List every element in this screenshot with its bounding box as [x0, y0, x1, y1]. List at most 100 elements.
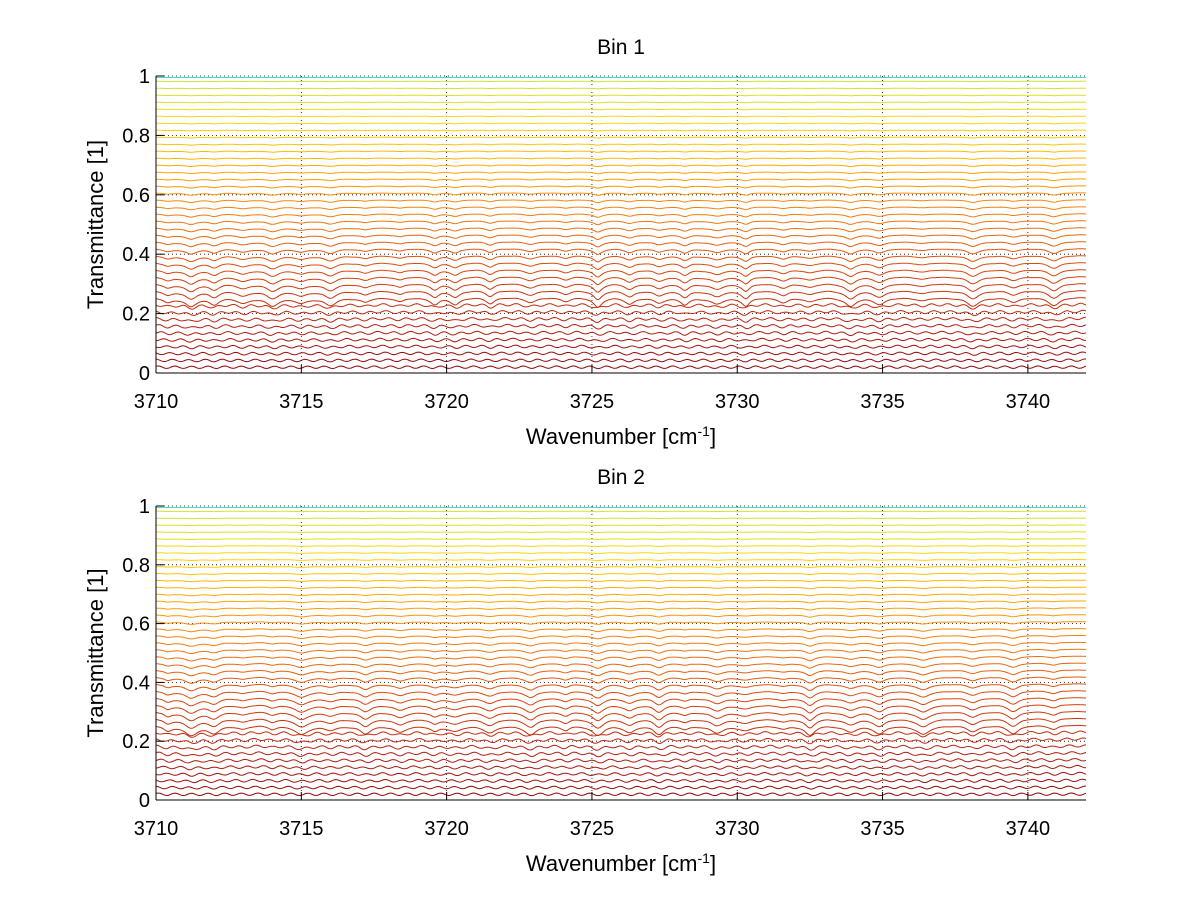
spectrum-line [156, 614, 1086, 618]
axes-background [156, 506, 1086, 800]
spectrum-line [156, 101, 1086, 104]
spectrum-line [156, 164, 1086, 168]
series-group [156, 77, 1086, 370]
spectrum-line [156, 302, 1086, 310]
spectrum-line [156, 150, 1086, 153]
spectrum-line [156, 676, 1086, 684]
spectrum-line [156, 344, 1086, 350]
spectrum-line [156, 136, 1086, 139]
spectrum-line [156, 628, 1086, 633]
spectrum-line [156, 234, 1086, 240]
y-tick-label: 0.8 [122, 125, 150, 147]
spectrum-line [156, 572, 1086, 576]
x-tick-label: 3740 [1006, 391, 1051, 413]
spectrum-line [156, 316, 1086, 324]
spectrum-line [156, 683, 1086, 692]
spectrum-line [156, 262, 1086, 270]
y-tick-label: 0.8 [122, 555, 150, 577]
spectrum-line [156, 276, 1086, 285]
spectrum-line [156, 697, 1086, 707]
x-tick-label: 3735 [860, 818, 905, 840]
spectrum-line [156, 600, 1086, 604]
spectrum-line [156, 157, 1086, 160]
spectrum-line [156, 323, 1086, 330]
spectrum-line [156, 531, 1086, 534]
spectrum-line [156, 778, 1086, 784]
x-tick-label: 3710 [134, 391, 179, 413]
spectrum-line [156, 283, 1086, 293]
spectrum-line [156, 621, 1086, 625]
x-tick-label: 3730 [715, 391, 760, 413]
spectrum-line [156, 178, 1086, 182]
spectrum-line [156, 641, 1086, 647]
y-tick-label: 0 [139, 790, 150, 812]
spectrum-line [156, 337, 1086, 343]
spectrum-line [156, 785, 1086, 790]
spectrum-line [156, 704, 1086, 714]
spectrum-line [156, 751, 1086, 758]
spectrum-line [156, 792, 1086, 797]
spectrum-line [156, 744, 1086, 751]
spectrum-line [156, 330, 1086, 337]
y-tick-label: 0.2 [122, 304, 150, 326]
spectrum-line [156, 108, 1086, 111]
spectrum-line [156, 248, 1086, 255]
spectrum-line [156, 220, 1086, 226]
y-axis-label: Transmittance [1] [83, 568, 108, 737]
series-group [156, 507, 1086, 797]
x-tick-label: 3720 [424, 818, 469, 840]
spectrum-line [156, 524, 1086, 527]
spectrum-line [156, 185, 1086, 189]
spectrum-line [156, 206, 1086, 211]
y-tick-label: 0.6 [122, 185, 150, 207]
spectrum-line [156, 764, 1086, 771]
y-tick-label: 0.4 [122, 244, 150, 266]
spectrum-line [156, 192, 1086, 196]
spectrum-line [156, 538, 1086, 541]
spectrum-line [156, 517, 1086, 520]
x-tick-label: 3715 [279, 391, 324, 413]
spectrum-line [156, 730, 1086, 738]
spectrum-line [156, 579, 1086, 583]
spectrum-line [156, 607, 1086, 611]
x-axis-label: Wavenumber [cm-1] [526, 850, 716, 876]
spectrum-line [156, 648, 1086, 654]
spectrum-line [156, 290, 1086, 301]
x-tick-label: 3730 [715, 818, 760, 840]
spectrum-line [156, 771, 1086, 777]
plot-title: Bin 1 [597, 36, 645, 59]
spectrum-line [156, 358, 1086, 363]
spectrum-line [156, 199, 1086, 204]
y-tick-label: 0.6 [122, 614, 150, 636]
spectrum-line [156, 559, 1086, 562]
spectrum-line [156, 309, 1086, 317]
spectrum-line [156, 545, 1086, 548]
axes-background [156, 76, 1086, 373]
spectrum-line [156, 690, 1086, 699]
spectrum-line [156, 129, 1086, 132]
spectrum-line [156, 662, 1086, 669]
x-tick-label: 3720 [424, 391, 469, 413]
spectrum-line [156, 586, 1086, 590]
spectrum-line [156, 227, 1086, 233]
spectrum-line [156, 269, 1086, 278]
y-tick-label: 0.2 [122, 731, 150, 753]
spectrum-line [156, 758, 1086, 764]
spectrum-line [156, 655, 1086, 662]
spectrum-line [156, 565, 1086, 569]
spectrum-line [156, 115, 1086, 118]
spectrum-line [156, 241, 1086, 248]
spectrum-line [156, 593, 1086, 597]
spectrum-line [156, 255, 1086, 263]
spectrum-line [156, 635, 1086, 640]
spectrum-line [156, 213, 1086, 218]
plot-title: Bin 2 [597, 466, 645, 489]
plot-2: 3710 3715 3720 3725 3730 3735 3740 0 0.2 0.4 0.6 0.… [83, 466, 1086, 876]
x-tick-label: 3740 [1006, 818, 1051, 840]
x-axis-label: Wavenumber [cm-1] [526, 423, 716, 449]
plot-1: 3710 3715 3720 3725 3730 3735 3740 0 0.2 0.4 0.6 0.… [83, 36, 1086, 449]
spectrum-line [156, 94, 1086, 97]
spectrum-line [156, 365, 1086, 370]
